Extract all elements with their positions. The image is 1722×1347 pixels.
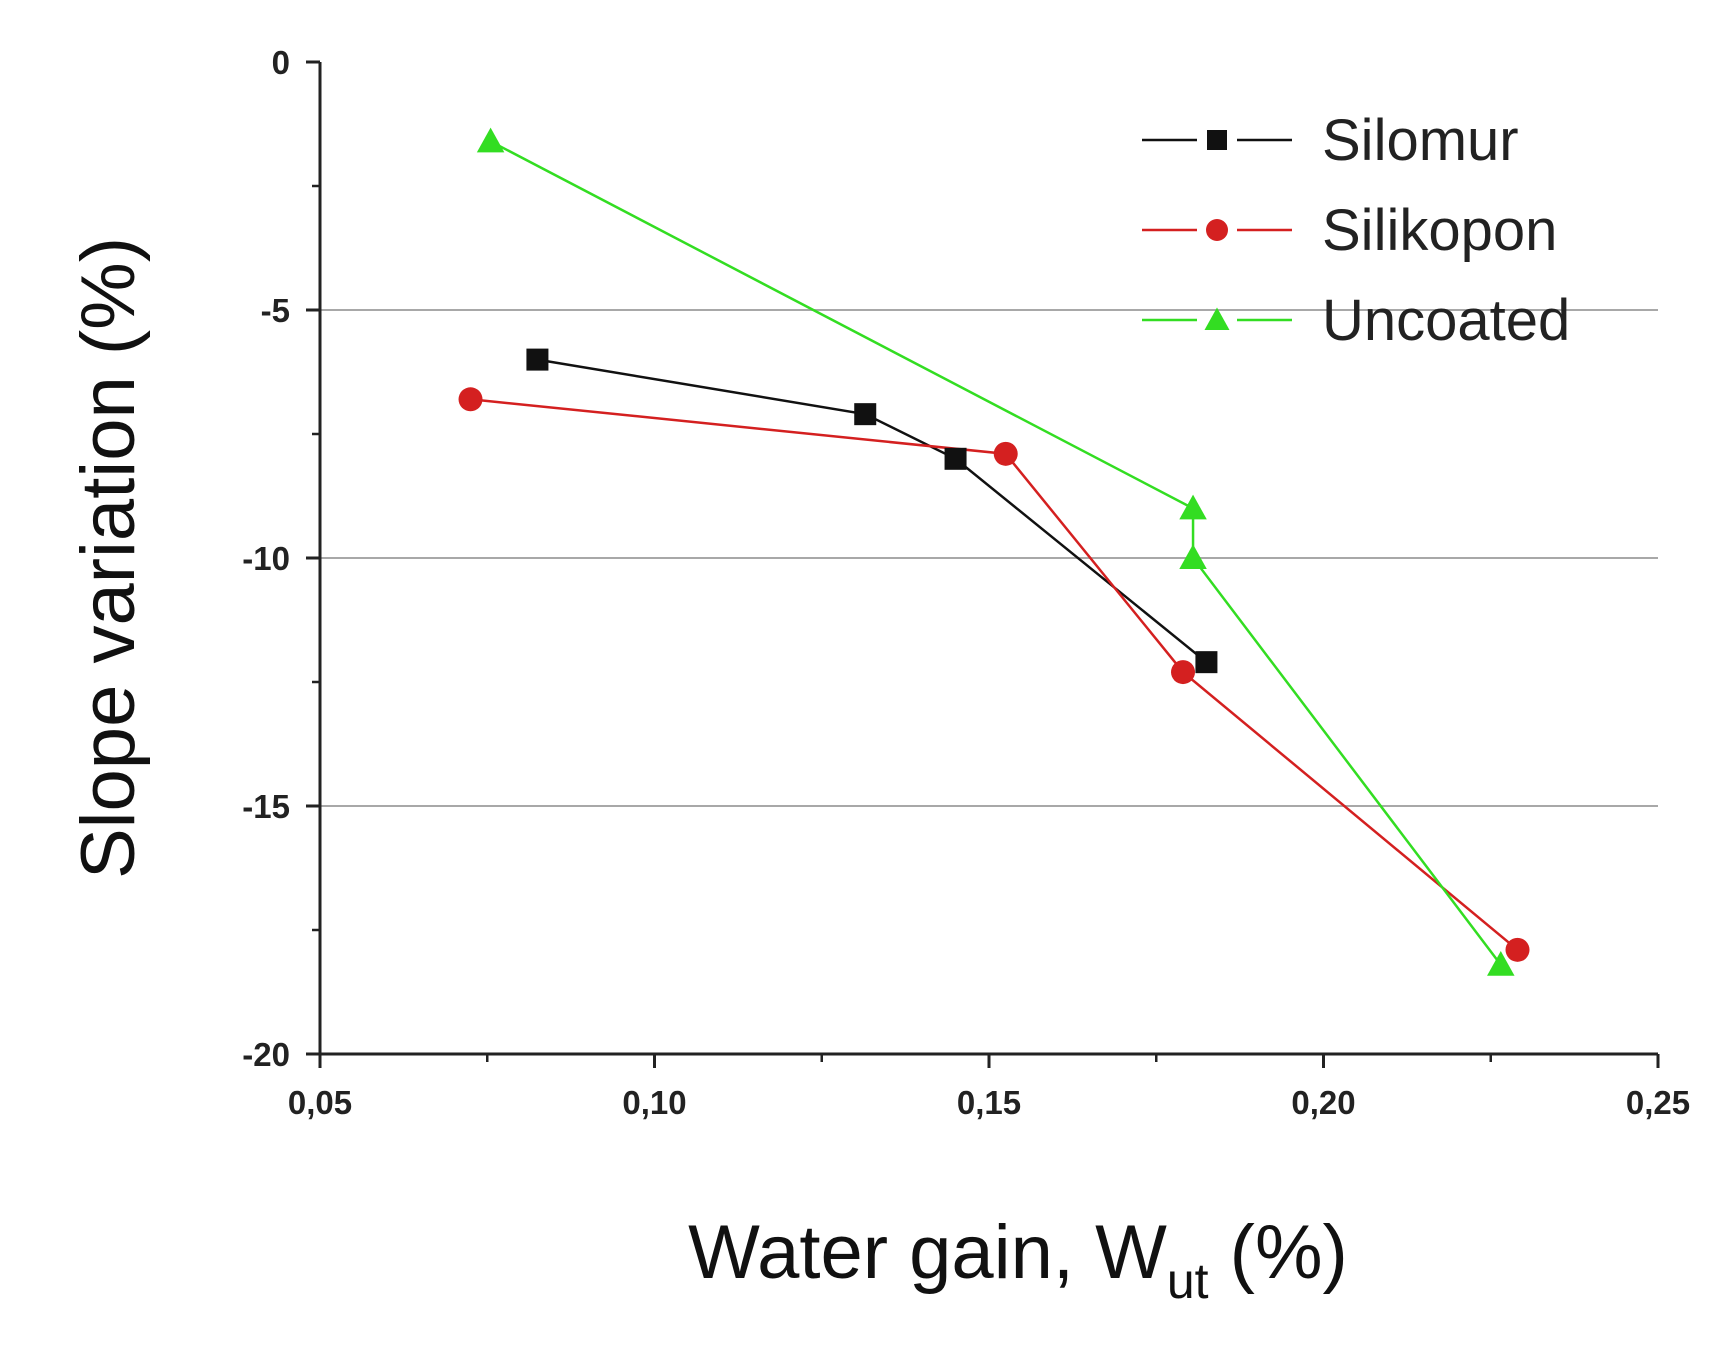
point-silomur bbox=[1195, 651, 1218, 674]
y-tick-label: -10 bbox=[242, 540, 290, 577]
x-axis-title-subscript: ut bbox=[1167, 1253, 1209, 1309]
y-tick-label: -5 bbox=[261, 292, 290, 329]
legend-label-silikopon: Silikopon bbox=[1322, 198, 1557, 263]
point-silomur bbox=[526, 348, 549, 371]
x-axis-title: Water gain, Wut (%) bbox=[688, 1210, 1348, 1309]
point-uncoated bbox=[1179, 544, 1207, 569]
y-tick-label: -15 bbox=[242, 788, 290, 825]
x-tick-label: 0,15 bbox=[957, 1084, 1021, 1121]
gridlines bbox=[320, 309, 1658, 807]
series-line-uncoated bbox=[490, 140, 1502, 966]
legend-label-silomur: Silomur bbox=[1322, 108, 1519, 173]
y-tick-label: 0 bbox=[272, 44, 290, 81]
legend-marker-uncoated bbox=[1204, 307, 1230, 330]
point-silomur bbox=[854, 403, 877, 426]
series-markers bbox=[458, 127, 1530, 976]
point-silikopon bbox=[1171, 660, 1196, 685]
x-tick-label: 0,20 bbox=[1291, 1084, 1355, 1121]
point-uncoated bbox=[1487, 950, 1515, 976]
series-line-silomur bbox=[537, 358, 1208, 664]
point-silikopon bbox=[1505, 937, 1530, 962]
point-silomur bbox=[944, 447, 967, 470]
series-lines bbox=[470, 140, 1519, 966]
tick-labels: 0 -5 -10 -15 -20 0,05 0,10 0,15 0,20 0,25 bbox=[242, 44, 1690, 1121]
legend-marker-silomur bbox=[1207, 130, 1227, 150]
y-axis-title: Slope variation (%) bbox=[66, 237, 151, 879]
series-line-silikopon bbox=[470, 398, 1519, 951]
point-silikopon bbox=[993, 441, 1018, 466]
x-tick-label: 0,05 bbox=[288, 1084, 352, 1121]
x-axis-title-suffix: (%) bbox=[1209, 1210, 1348, 1295]
x-tick-label: 0,25 bbox=[1626, 1084, 1690, 1121]
legend-label-uncoated: Uncoated bbox=[1322, 288, 1570, 353]
ticks bbox=[306, 60, 1660, 1068]
y-tick-label: -20 bbox=[242, 1036, 290, 1073]
x-tick-label: 0,10 bbox=[622, 1084, 686, 1121]
point-silikopon bbox=[458, 387, 483, 412]
x-axis-title-main: Water gain, W bbox=[688, 1210, 1167, 1295]
point-uncoated bbox=[1179, 494, 1207, 520]
point-uncoated bbox=[476, 127, 505, 153]
legend-marker-silikopon bbox=[1206, 219, 1228, 241]
legend: Silomur Silikopon Uncoated bbox=[1142, 108, 1570, 353]
